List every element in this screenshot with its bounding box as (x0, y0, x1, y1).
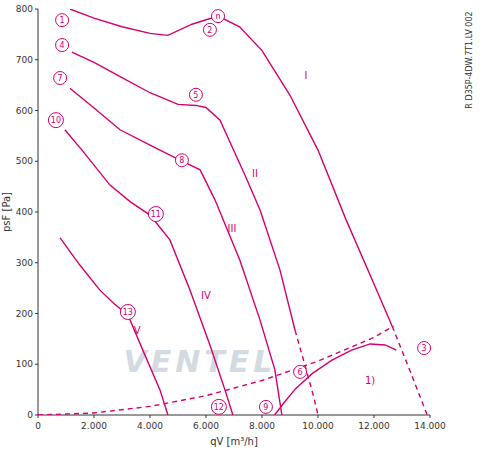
x-tick-label: 10.000 (302, 421, 334, 431)
side-text: R D35P-4DW.7T1.LV 002 (465, 11, 474, 108)
circled-label: 10 (51, 116, 61, 125)
y-tick-label: 700 (16, 55, 33, 65)
x-tick (206, 415, 207, 418)
circled-label: 3 (422, 344, 427, 353)
circled-label: 8 (179, 156, 184, 165)
x-tick-label: 6.000 (193, 421, 219, 431)
x-tick (430, 415, 431, 418)
label-circle (211, 399, 226, 414)
y-tick-label: 200 (16, 309, 33, 319)
y-tick (35, 161, 38, 162)
curve (70, 9, 392, 326)
label-circle (212, 10, 225, 23)
curve-label: II (252, 168, 258, 179)
label-circle (294, 365, 307, 378)
x-tick (262, 415, 263, 418)
circled-label: 5 (193, 91, 198, 100)
circled-label: 12 (214, 403, 224, 412)
y-tick-label: 800 (16, 4, 33, 14)
circled-label: 7 (58, 74, 63, 83)
circled-label: 9 (263, 403, 268, 412)
label-circle (418, 342, 431, 355)
label-circle (48, 113, 63, 128)
label-circle (175, 154, 188, 167)
y-tick-label: 300 (16, 258, 33, 268)
y-tick (35, 212, 38, 213)
x-axis (38, 415, 430, 416)
y-tick (35, 262, 38, 263)
label-circle (56, 14, 69, 27)
circled-label: 2 (207, 26, 212, 35)
y-tick (35, 313, 38, 314)
curve (38, 326, 394, 415)
circled-label: 4 (60, 41, 65, 50)
curve-label: IV (201, 290, 211, 301)
y-tick (35, 364, 38, 365)
x-tick-label: 12.000 (358, 421, 390, 431)
y-axis-title: psF [Pa] (1, 192, 12, 232)
circled-label: 6 (298, 368, 303, 377)
curve (275, 344, 397, 415)
x-tick (94, 415, 95, 418)
x-axis-title: qV [m³/h] (210, 436, 258, 447)
chart: VENTEL 0 2.000 4.000 6.000 8.000 10.000 12.000 1… (0, 0, 482, 453)
label-circle (259, 400, 272, 413)
x-tick-label: 4.000 (137, 421, 163, 431)
label-circle (203, 23, 216, 36)
curve (70, 88, 282, 415)
y-tick (35, 59, 38, 60)
circled-label: 11 (151, 210, 161, 219)
curve-label: III (228, 223, 237, 234)
y-tick-label: 600 (16, 106, 33, 116)
watermark: VENTEL (124, 344, 277, 379)
circled-label: n (216, 12, 221, 21)
x-tick (150, 415, 151, 418)
x-tick-label: 8.000 (249, 421, 275, 431)
curve-label: V (134, 325, 141, 336)
series-group (38, 9, 427, 415)
curve (392, 326, 427, 415)
y-tick (35, 9, 38, 10)
x-tick-label: 14.000 (414, 421, 446, 431)
background (0, 0, 482, 453)
y-tick (35, 415, 38, 416)
curve-label: I (304, 70, 307, 81)
label-circle (54, 72, 67, 85)
x-tick-label: 2.000 (81, 421, 107, 431)
y-tick-label: 100 (16, 359, 33, 369)
curve (72, 52, 295, 330)
circled-label: 1 (60, 16, 65, 25)
curve-label: 1) (365, 375, 375, 386)
y-tick-label: 500 (16, 156, 33, 166)
label-circle (120, 304, 135, 319)
x-tick (374, 415, 375, 418)
x-tick (318, 415, 319, 418)
circled-label: 13 (123, 308, 133, 317)
y-tick-label: 400 (16, 207, 33, 217)
label-circle (189, 88, 202, 101)
y-tick-label: 0 (27, 410, 33, 420)
label-circle (56, 39, 69, 52)
y-tick (35, 110, 38, 111)
x-tick-label: 0 (35, 421, 41, 431)
curve (65, 130, 233, 415)
label-circle (148, 207, 163, 222)
curve (60, 238, 168, 415)
